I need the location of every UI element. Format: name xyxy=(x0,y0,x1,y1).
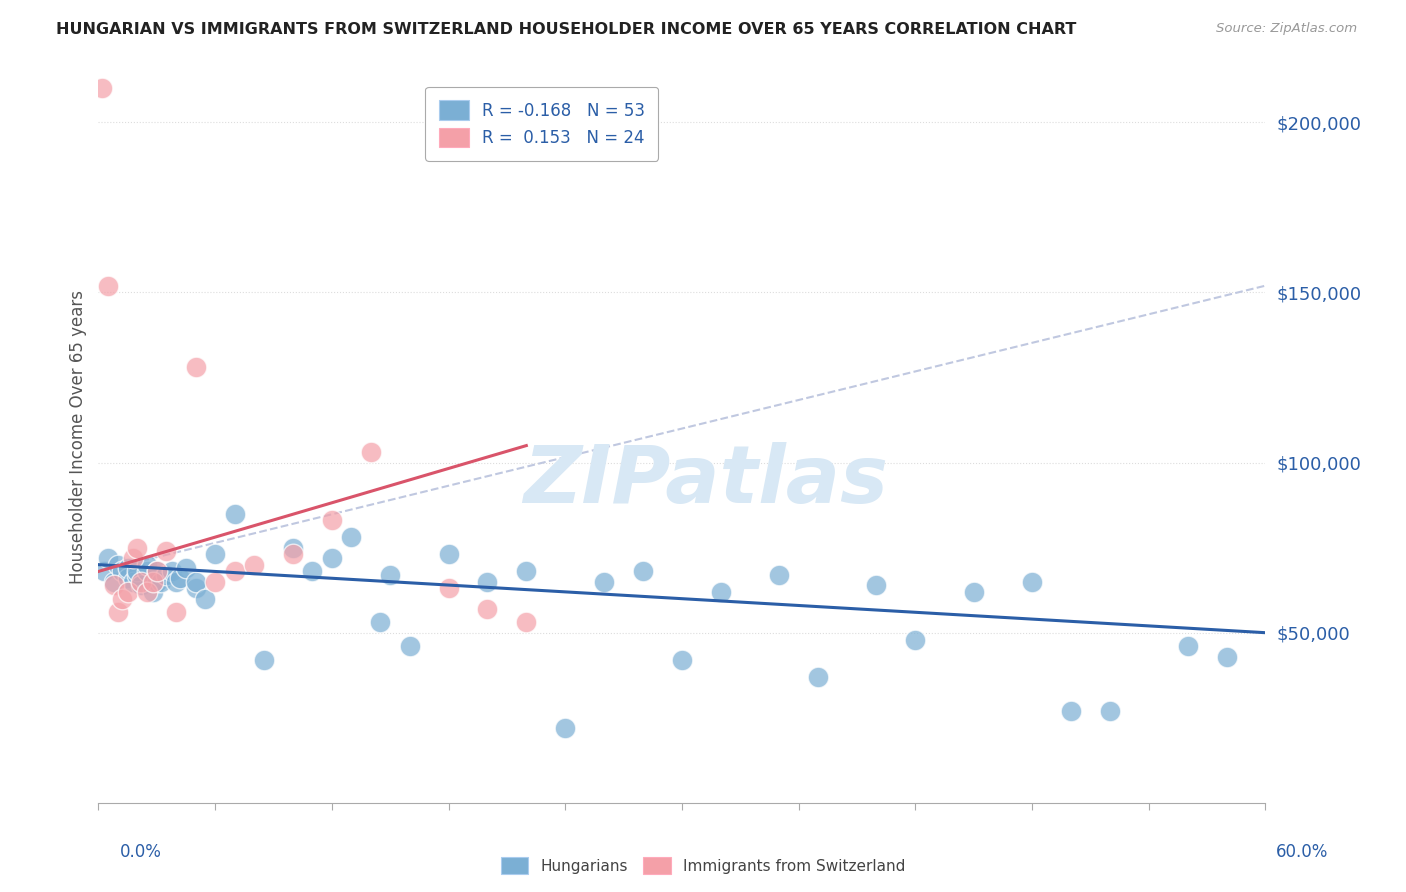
Text: 60.0%: 60.0% xyxy=(1277,843,1329,861)
Point xyxy=(1060,704,1083,718)
Legend: Hungarians, Immigrants from Switzerland: Hungarians, Immigrants from Switzerland xyxy=(495,851,911,880)
Text: 0.0%: 0.0% xyxy=(120,843,162,861)
Point xyxy=(1215,649,1237,664)
Point xyxy=(380,567,402,582)
Point xyxy=(127,565,149,579)
Point xyxy=(162,565,184,579)
Point xyxy=(107,605,129,619)
Point xyxy=(321,513,343,527)
Point xyxy=(93,565,115,579)
Point xyxy=(111,565,134,579)
Point xyxy=(865,578,887,592)
Point xyxy=(155,544,177,558)
Legend: R = -0.168   N = 53, R =  0.153   N = 24: R = -0.168 N = 53, R = 0.153 N = 24 xyxy=(426,87,658,161)
Point xyxy=(281,548,304,562)
Point xyxy=(184,574,207,589)
Point xyxy=(174,561,197,575)
Point xyxy=(301,565,323,579)
Point xyxy=(142,585,165,599)
Point xyxy=(103,578,125,592)
Point xyxy=(340,531,363,545)
Point xyxy=(117,571,139,585)
Point xyxy=(593,574,616,589)
Point xyxy=(122,574,145,589)
Point xyxy=(149,574,172,589)
Point xyxy=(962,585,984,599)
Point xyxy=(142,574,165,589)
Point xyxy=(224,565,246,579)
Point xyxy=(117,561,139,575)
Point xyxy=(136,565,159,579)
Point xyxy=(165,605,187,619)
Point xyxy=(127,567,149,582)
Point xyxy=(477,574,499,589)
Point xyxy=(103,574,125,589)
Y-axis label: Householder Income Over 65 years: Householder Income Over 65 years xyxy=(69,290,87,584)
Point xyxy=(321,550,343,565)
Point xyxy=(360,445,382,459)
Text: HUNGARIAN VS IMMIGRANTS FROM SWITZERLAND HOUSEHOLDER INCOME OVER 65 YEARS CORREL: HUNGARIAN VS IMMIGRANTS FROM SWITZERLAND… xyxy=(56,22,1077,37)
Point xyxy=(117,585,139,599)
Point xyxy=(437,582,460,596)
Point xyxy=(136,585,159,599)
Point xyxy=(477,602,499,616)
Point xyxy=(122,550,145,565)
Point xyxy=(204,574,226,589)
Point xyxy=(91,81,114,95)
Point xyxy=(155,567,177,582)
Point xyxy=(253,653,276,667)
Point xyxy=(127,541,149,555)
Point xyxy=(165,574,187,589)
Point xyxy=(1098,704,1121,718)
Point xyxy=(1177,640,1199,654)
Point xyxy=(807,670,830,684)
Point xyxy=(224,507,246,521)
Point xyxy=(97,278,120,293)
Point xyxy=(398,640,420,654)
Point xyxy=(904,632,927,647)
Point xyxy=(146,565,169,579)
Point xyxy=(129,578,152,592)
Text: ZIPatlas: ZIPatlas xyxy=(523,442,887,520)
Point xyxy=(204,548,226,562)
Point xyxy=(194,591,217,606)
Point xyxy=(631,565,654,579)
Point xyxy=(169,571,191,585)
Point xyxy=(184,360,207,375)
Point xyxy=(129,574,152,589)
Point xyxy=(111,591,134,606)
Point xyxy=(768,567,790,582)
Point xyxy=(243,558,266,572)
Point xyxy=(136,558,159,572)
Point xyxy=(146,565,169,579)
Point xyxy=(437,548,460,562)
Point xyxy=(515,615,537,630)
Text: Source: ZipAtlas.com: Source: ZipAtlas.com xyxy=(1216,22,1357,36)
Point xyxy=(554,721,576,735)
Point xyxy=(370,615,392,630)
Point xyxy=(515,565,537,579)
Point xyxy=(146,574,169,589)
Point xyxy=(1021,574,1043,589)
Point xyxy=(97,550,120,565)
Point xyxy=(671,653,693,667)
Point xyxy=(710,585,733,599)
Point xyxy=(107,558,129,572)
Point xyxy=(281,541,304,555)
Point xyxy=(184,582,207,596)
